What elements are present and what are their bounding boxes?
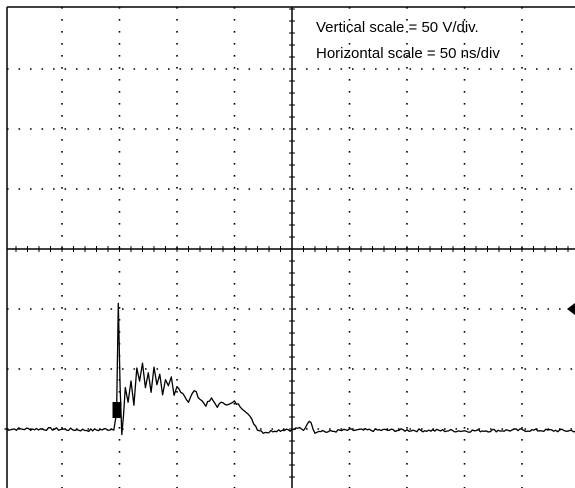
trigger-marker — [112, 402, 122, 418]
waveform-trace — [4, 302, 575, 436]
center-axes — [7, 7, 575, 488]
ground-reference-marker — [567, 303, 575, 315]
markers — [112, 303, 575, 418]
horizontal-scale-label: Horizontal scale = 50 ns/div — [316, 45, 500, 62]
vertical-scale-label: Vertical scale = 50 V/div. — [316, 19, 479, 36]
waveform-series — [4, 302, 575, 436]
graticule — [6, 6, 575, 488]
